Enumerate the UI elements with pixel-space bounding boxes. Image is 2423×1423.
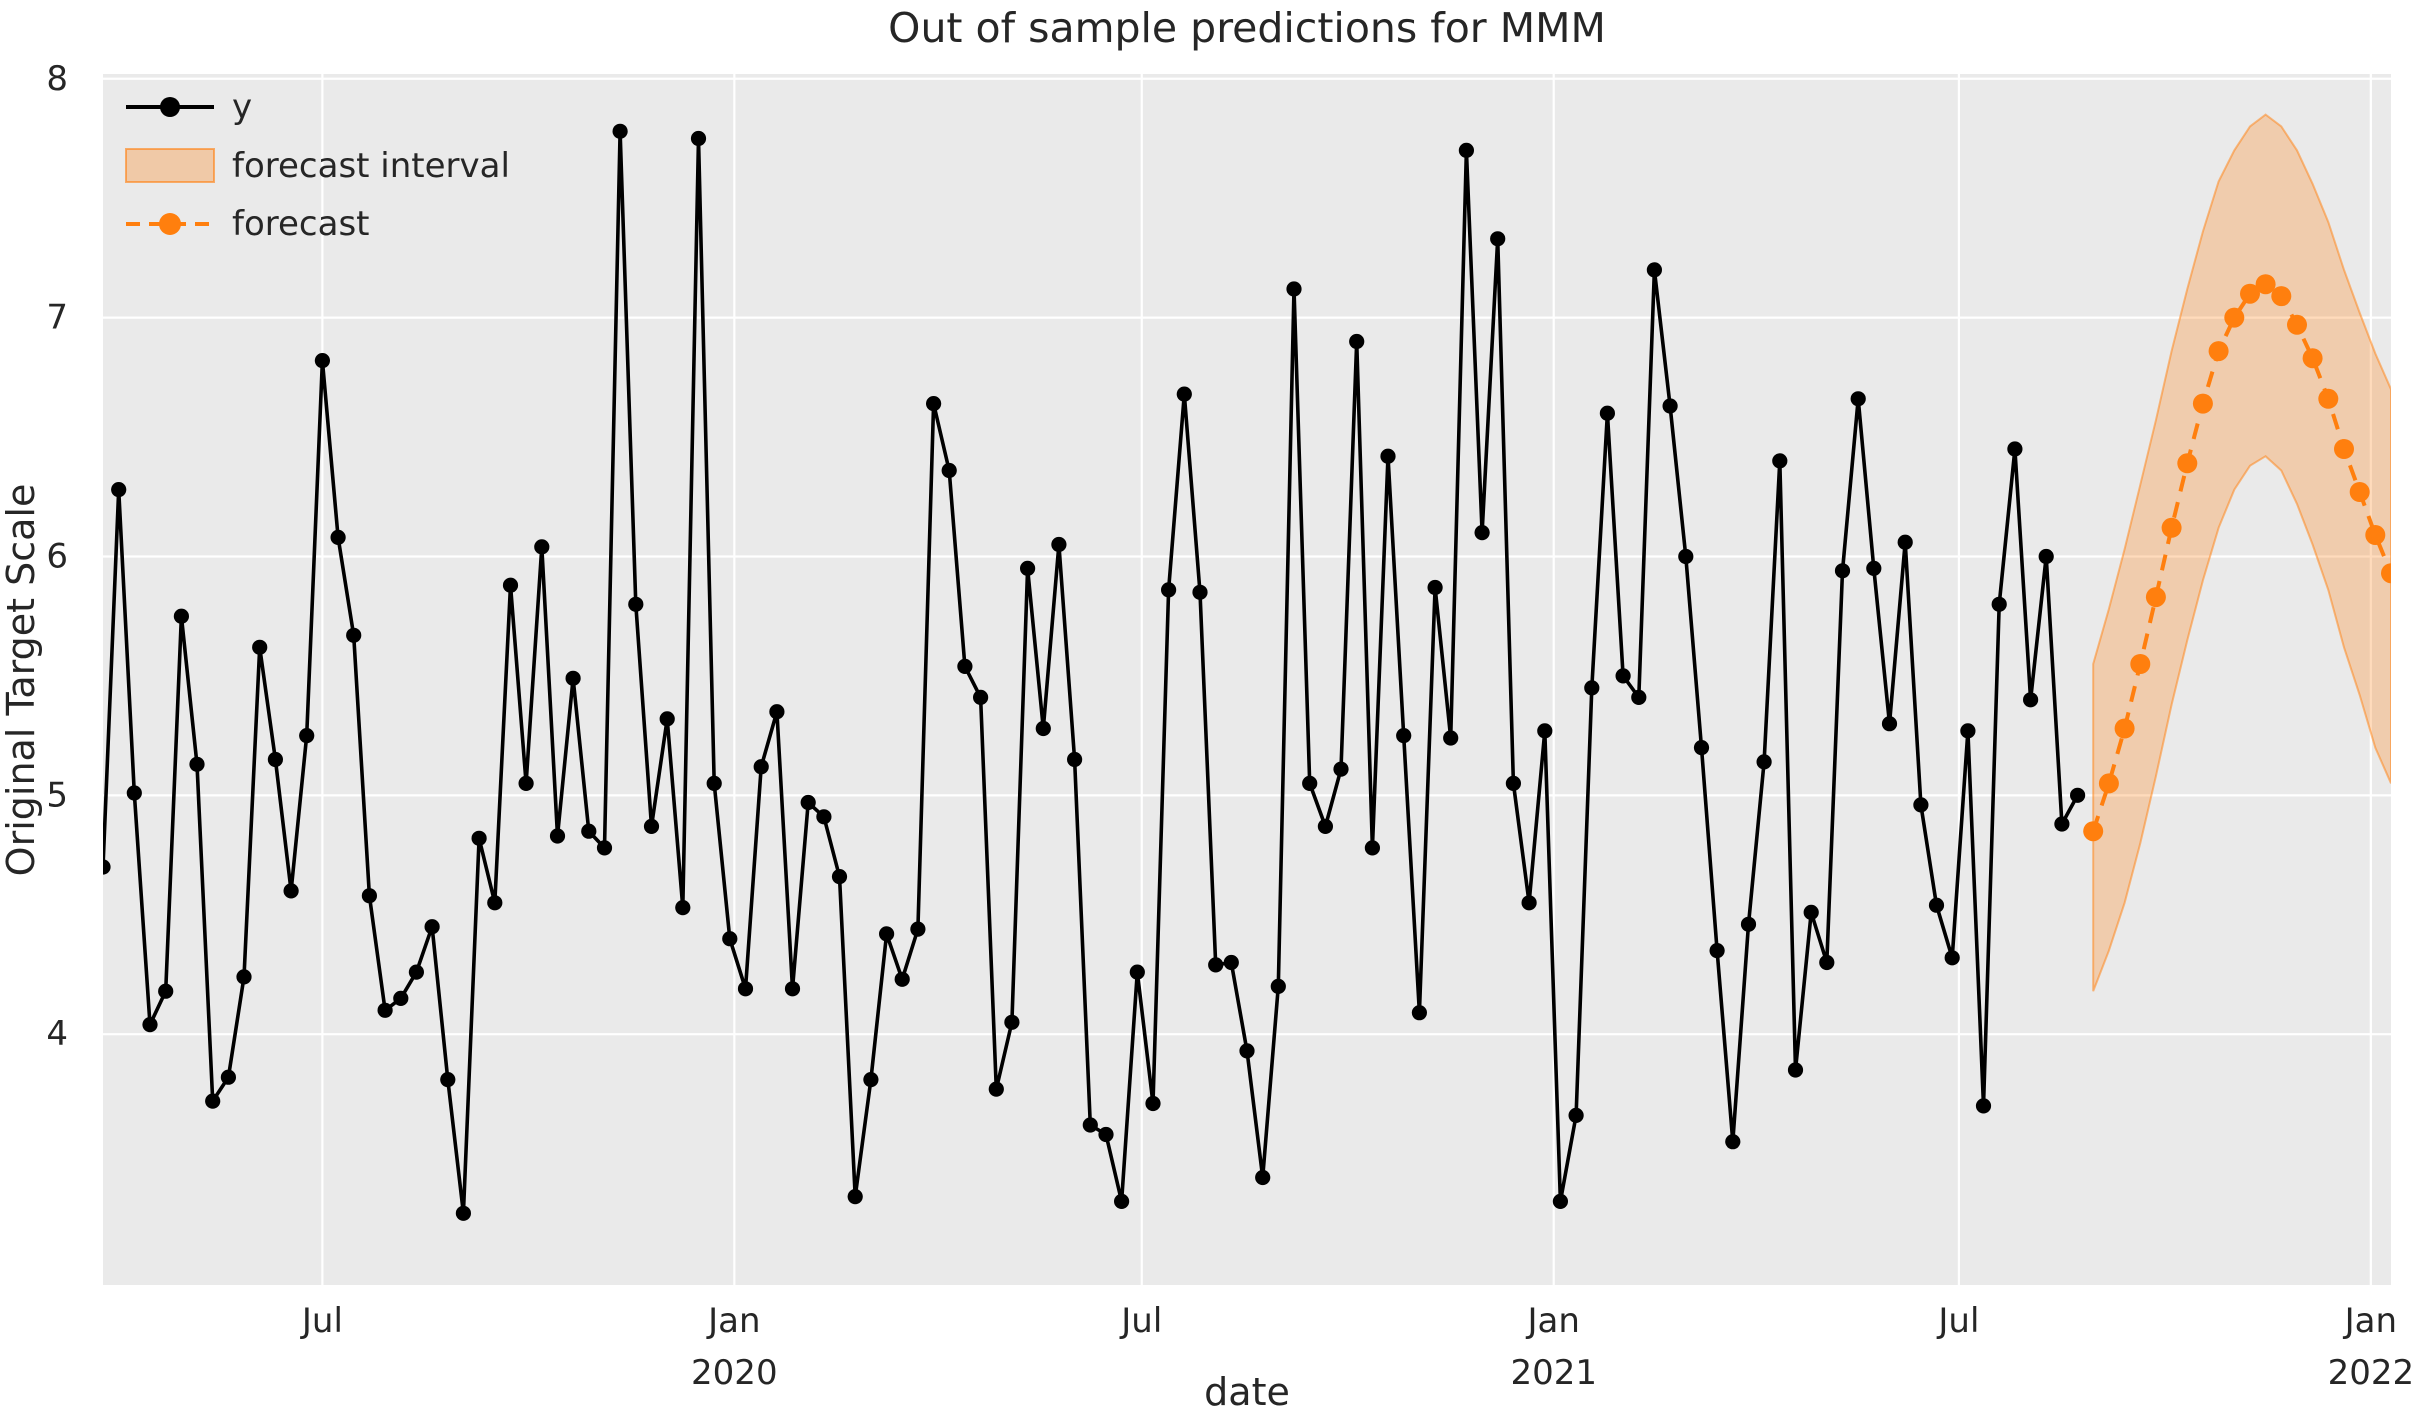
forecast-markers <box>2083 274 2391 842</box>
svg-text:4: 4 <box>46 1014 68 1054</box>
x-axis-label: date <box>1204 1370 1290 1414</box>
legend-label-y: y <box>232 87 252 127</box>
svg-text:Jul: Jul <box>300 1301 343 1341</box>
legend-label-forecast: forecast <box>232 204 370 244</box>
svg-text:2022: 2022 <box>2328 1353 2415 1393</box>
x-gridlines <box>321 74 2372 1285</box>
chart-title: Out of sample predictions for MMM <box>888 4 1606 52</box>
y-axis-tick-labels: 4 5 6 7 8 <box>46 59 68 1054</box>
legend-item-forecast: forecast <box>126 204 370 244</box>
legend-item-y: y <box>126 87 252 127</box>
y-axis-label: Original Target Scale <box>0 484 43 877</box>
forecast-marker-swatch <box>159 213 181 235</box>
plot-area <box>103 74 2391 1285</box>
forecast-interval-band <box>2092 113 2391 992</box>
legend: y forecast interval forecast <box>125 87 510 244</box>
y-gridlines <box>103 77 2391 1036</box>
svg-text:2020: 2020 <box>691 1353 778 1393</box>
svg-text:8: 8 <box>46 59 68 99</box>
svg-text:6: 6 <box>46 536 68 576</box>
y-marker-swatch <box>160 97 180 117</box>
svg-text:Jan: Jan <box>2343 1301 2397 1341</box>
svg-text:Jul: Jul <box>1936 1301 1979 1341</box>
forecast-interval-swatch <box>125 148 215 183</box>
legend-label-forecast-interval: forecast interval <box>232 146 510 186</box>
y-series-markers <box>103 123 2086 1221</box>
svg-text:2021: 2021 <box>1510 1353 1597 1393</box>
svg-text:Jan: Jan <box>706 1301 760 1341</box>
svg-text:Jan: Jan <box>1525 1301 1579 1341</box>
x-axis-tick-labels: Jul Jan 2020 Jul Jan 2021 Jul Jan 2022 <box>300 1301 2414 1393</box>
svg-text:Jul: Jul <box>1119 1301 1162 1341</box>
legend-item-forecast-interval: forecast interval <box>125 146 510 186</box>
svg-text:5: 5 <box>46 775 68 815</box>
svg-text:7: 7 <box>46 298 68 338</box>
